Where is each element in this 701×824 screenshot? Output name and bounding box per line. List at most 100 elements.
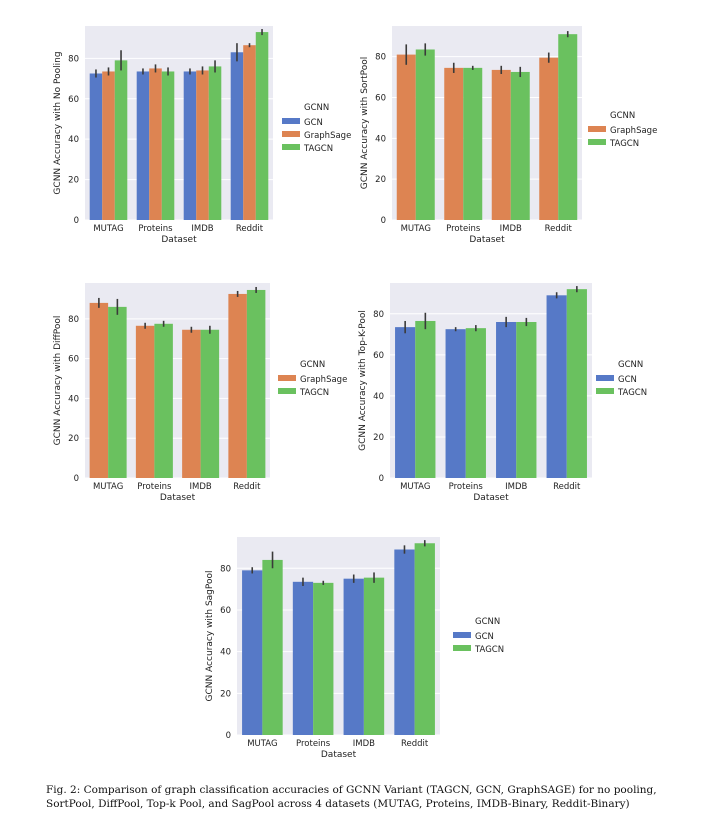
bar-gcn-proteins: [136, 71, 150, 220]
x-tick-label: Reddit: [401, 739, 429, 749]
bar-tagcn-mutag: [415, 49, 435, 221]
y-tick-label: 80: [68, 54, 79, 64]
bar-gcn-mutag: [242, 570, 263, 735]
legend-swatch-graphsage: [282, 131, 300, 137]
y-tick-label: 0: [379, 474, 384, 484]
bar-tagcn-imdb: [516, 322, 537, 478]
figure-caption: Fig. 2: Comparison of graph classificati…: [46, 784, 657, 810]
bar-graphsage-mutag: [89, 302, 109, 478]
x-tick-label: Reddit: [236, 224, 264, 234]
x-tick-label: Proteins: [138, 224, 173, 234]
y-tick-label: 20: [375, 175, 386, 185]
bar-graphsage-imdb: [196, 70, 209, 220]
bar-gcn-mutag: [89, 73, 103, 220]
bar-tagcn-proteins: [161, 71, 175, 220]
y-axis-label: GCNN Accuracy with Top-K-Pool: [358, 310, 368, 451]
chart-panel-3: 0 20 40 60 80 MUTAG Proteins IMDB Reddit Dataset G…: [53, 283, 347, 503]
y-axis-label: GCNN Accuracy with SortPool: [360, 57, 370, 190]
legend-label-tagcn: TAGCN: [617, 388, 647, 398]
bar-graphsage-proteins: [135, 325, 155, 478]
legend-title: GCNN: [300, 360, 325, 370]
x-tick-label: MUTAG: [93, 224, 123, 234]
legend-swatch-graphsage: [588, 126, 606, 132]
bar-tagcn-proteins: [154, 323, 173, 478]
y-tick-label: 40: [68, 135, 79, 145]
chart-panel-5: 0 20 40 60 80 MUTAG Proteins IMDB Reddit Dataset G…: [205, 537, 504, 760]
x-tick-label: MUTAG: [247, 739, 277, 749]
bar-tagcn-mutag: [415, 320, 436, 478]
x-tick-label: Reddit: [233, 482, 261, 492]
legend-label-gcn: GCN: [618, 375, 637, 385]
bar-graphsage-imdb: [491, 69, 511, 220]
x-tick-label: MUTAG: [400, 482, 430, 492]
y-axis-label: GCNN Accuracy with SagPool: [205, 570, 215, 701]
y-tick-label: 20: [373, 433, 384, 443]
bar-tagcn-reddit: [246, 289, 266, 478]
bar-tagcn-mutag: [114, 60, 128, 220]
bar-tagcn-reddit: [255, 32, 269, 220]
x-tick-label: Proteins: [296, 739, 331, 749]
y-tick-label: 0: [74, 474, 79, 484]
bar-gcn-reddit: [546, 295, 567, 478]
legend-swatch-gcn: [453, 632, 471, 638]
bar-tagcn-proteins: [463, 67, 483, 220]
legend-swatch-gcn: [596, 375, 614, 381]
x-axis-label: Dataset: [473, 493, 509, 503]
x-tick-label: Proteins: [446, 224, 481, 234]
x-tick-label: IMDB: [190, 482, 212, 492]
bar-tagcn-mutag: [108, 306, 127, 478]
y-tick-label: 60: [375, 93, 386, 103]
x-axis-label: Dataset: [321, 750, 357, 760]
bar-graphsage-mutag: [102, 71, 115, 220]
y-tick-label: 20: [68, 434, 79, 444]
legend-swatch-gcn: [282, 118, 300, 124]
legend-title: GCNN: [618, 360, 643, 370]
y-tick-label: 0: [226, 731, 231, 741]
legend-label-gcn: GCN: [304, 118, 323, 128]
bar-tagcn-imdb: [363, 577, 385, 735]
bar-tagcn-reddit: [414, 543, 435, 735]
legend-label-tagcn: TAGCN: [474, 645, 504, 655]
x-tick-label: IMDB: [500, 224, 522, 234]
bar-tagcn-reddit: [566, 289, 587, 478]
bar-gcn-proteins: [292, 581, 314, 735]
y-tick-label: 60: [68, 95, 79, 105]
y-tick-label: 80: [220, 564, 231, 574]
legend-label-tagcn: TAGCN: [299, 388, 329, 398]
bar-tagcn-proteins: [313, 582, 334, 735]
x-tick-label: IMDB: [191, 224, 213, 234]
bar-gcn-reddit: [230, 52, 244, 221]
x-tick-label: MUTAG: [401, 224, 431, 234]
x-tick-label: Proteins: [137, 482, 172, 492]
legend-swatch-tagcn: [588, 139, 606, 145]
bar-gcn-proteins: [445, 329, 466, 478]
bar-graphsage-mutag: [396, 54, 416, 220]
bar-gcn-imdb: [183, 71, 197, 220]
y-tick-label: 40: [220, 648, 231, 658]
chart-panel-4: 0 20 40 60 80 MUTAG Proteins IMDB Reddit Dataset G…: [358, 283, 647, 503]
y-tick-label: 0: [74, 216, 79, 226]
bar-graphsage-reddit: [539, 57, 559, 220]
legend-label-gcn: GCN: [475, 632, 494, 642]
y-axis-label: GCNN Accuracy with No Pooling: [53, 51, 63, 194]
y-tick-label: 40: [373, 392, 384, 402]
legend-title: GCNN: [610, 111, 635, 121]
legend-label-graphsage: GraphSage: [304, 131, 351, 141]
y-tick-label: 20: [220, 689, 231, 699]
x-axis-label: Dataset: [469, 235, 505, 245]
legend-title: GCNN: [304, 103, 329, 113]
bar-graphsage-proteins: [444, 67, 464, 220]
y-axis-label: GCNN Accuracy with DiffPool: [53, 316, 63, 446]
x-tick-label: Proteins: [449, 482, 484, 492]
legend-swatch-tagcn: [453, 645, 471, 651]
legend-label-graphsage: GraphSage: [300, 375, 347, 385]
chart-panel-1: 0 20 40 60 80 MUTAG Proteins IMDB Reddit Dataset G…: [53, 26, 351, 245]
bar-gcn-reddit: [394, 549, 415, 735]
bar-tagcn-proteins: [465, 328, 486, 478]
x-tick-label: Reddit: [553, 482, 581, 492]
x-tick-label: Reddit: [545, 224, 573, 234]
bar-tagcn-imdb: [200, 329, 220, 478]
figure-canvas: 0 20 40 60 80 MUTAG Proteins IMDB Reddit Dataset G…: [53, 26, 657, 760]
y-tick-label: 0: [381, 216, 386, 226]
y-tick-label: 60: [68, 355, 79, 365]
